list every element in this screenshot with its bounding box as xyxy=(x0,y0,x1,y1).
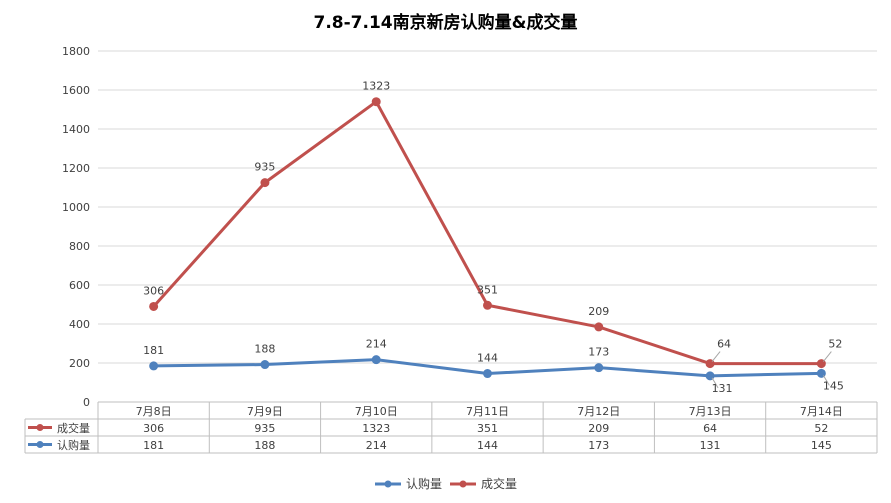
table-cell: 181 xyxy=(143,439,164,452)
data-label-leader xyxy=(822,351,832,362)
table-cell: 351 xyxy=(477,422,498,435)
data-point xyxy=(260,178,270,188)
table-cell: 935 xyxy=(254,422,275,435)
table-cell: 1323 xyxy=(362,422,390,435)
data-label: 181 xyxy=(143,344,164,357)
table-cell: 306 xyxy=(143,422,164,435)
table-key-marker xyxy=(36,441,44,448)
x-category-label: 7月13日 xyxy=(689,405,732,418)
data-label: 214 xyxy=(366,338,387,351)
data-label: 144 xyxy=(477,352,498,365)
data-label: 935 xyxy=(254,161,275,174)
y-tick-label: 200 xyxy=(69,357,90,370)
table-cell: 209 xyxy=(588,422,609,435)
data-label: 188 xyxy=(254,343,275,356)
y-tick-label: 1200 xyxy=(62,162,90,175)
data-point xyxy=(483,369,492,379)
data-label: 351 xyxy=(477,283,498,296)
data-point xyxy=(371,97,381,107)
x-category-label: 7月8日 xyxy=(136,405,172,418)
data-label: 173 xyxy=(588,346,609,359)
y-tick-label: 1800 xyxy=(62,45,90,58)
data-label: 64 xyxy=(717,338,731,351)
data-point xyxy=(260,360,270,370)
data-label: 1323 xyxy=(362,80,390,93)
data-label-leader xyxy=(822,375,830,386)
y-tick-label: 600 xyxy=(69,279,90,292)
data-point xyxy=(594,322,604,332)
data-label: 306 xyxy=(143,284,164,297)
y-tick-label: 400 xyxy=(69,318,90,331)
table-series-name: 成交量 xyxy=(57,421,90,435)
data-point xyxy=(594,363,604,373)
data-label: 209 xyxy=(588,305,609,318)
x-category-label: 7月14日 xyxy=(800,405,843,418)
data-label: 131 xyxy=(712,382,733,395)
table-cell: 131 xyxy=(700,439,721,452)
x-category-label: 7月9日 xyxy=(247,405,283,418)
legend-key-marker xyxy=(459,480,467,488)
y-tick-label: 1400 xyxy=(62,123,90,136)
data-label-leader xyxy=(711,377,719,389)
legend-key-marker xyxy=(384,480,392,488)
table-key-marker xyxy=(36,424,44,431)
table-cell: 188 xyxy=(254,439,275,452)
y-tick-label: 800 xyxy=(69,240,90,253)
data-point xyxy=(483,300,492,310)
legend-entry: 成交量 xyxy=(481,476,517,491)
table-cell: 64 xyxy=(703,422,717,435)
y-tick-label: 1600 xyxy=(62,84,90,97)
x-category-label: 7月11日 xyxy=(466,405,509,418)
chart-title: 7.8-7.14南京新房认购量&成交量 xyxy=(313,13,578,33)
table-cell: 52 xyxy=(814,422,828,435)
table-cell: 144 xyxy=(477,439,498,452)
y-tick-label: 0 xyxy=(83,396,90,409)
data-point xyxy=(149,361,159,371)
data-point xyxy=(149,301,159,311)
data-label: 145 xyxy=(823,379,844,392)
data-label: 52 xyxy=(828,338,842,351)
x-category-label: 7月12日 xyxy=(577,405,620,418)
table-cell: 173 xyxy=(588,439,609,452)
y-tick-label: 1000 xyxy=(62,201,90,214)
data-label-leader xyxy=(711,351,721,362)
data-point xyxy=(371,355,381,365)
table-cell: 145 xyxy=(811,439,832,452)
x-category-label: 7月10日 xyxy=(355,405,398,418)
table-series-name: 认购量 xyxy=(57,438,90,452)
table-cell: 214 xyxy=(366,439,387,452)
legend-entry: 认购量 xyxy=(406,476,442,491)
